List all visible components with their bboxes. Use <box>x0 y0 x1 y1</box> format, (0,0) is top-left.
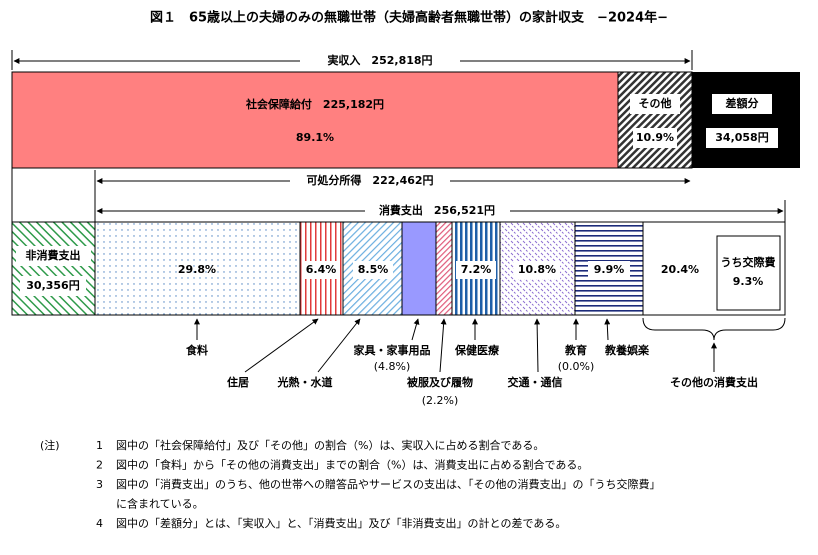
label-bg <box>630 94 680 114</box>
brace <box>642 317 786 341</box>
entertainment-box <box>716 235 781 311</box>
label-bg <box>300 53 460 69</box>
arrow <box>244 318 319 373</box>
label-bg <box>20 276 86 296</box>
notes-heading: (注) <box>40 438 60 452</box>
share: 6.4% <box>306 263 337 276</box>
category-label: 交通・通信 <box>508 375 563 389</box>
note-number: 2 <box>96 459 103 472</box>
label-bg <box>514 261 560 279</box>
share: 9.3% <box>733 275 764 288</box>
category-label: 光熱・水道 <box>277 375 333 389</box>
note-text: 図中の「食料」から「その他の消費支出」までの割合（%）は、消費支出に占める割合で… <box>116 458 588 472</box>
label-bg <box>706 128 778 148</box>
title: 図１ 65歳以上の夫婦のみの無職世帯（夫婦高齢者無職世帯）の家計収支 −2024… <box>150 10 668 26</box>
label-bg <box>16 246 91 266</box>
label-bg <box>712 94 772 114</box>
note-text: に含まれている。 <box>116 497 204 511</box>
share: 8.5% <box>358 263 389 276</box>
food-bar <box>94 221 301 316</box>
consumption-total: 消費支出 256,521円 <box>379 203 495 217</box>
income-total: 実収入 252,818円 <box>327 53 432 67</box>
share: (2.2%) <box>422 394 459 407</box>
label-bg <box>353 261 393 279</box>
furniture-bar <box>401 221 437 316</box>
label: その他 <box>639 96 672 110</box>
category-label: その他の消費支出 <box>670 375 758 389</box>
arrow <box>317 318 361 373</box>
non-consumption-bar <box>11 221 96 316</box>
arrow <box>604 318 611 341</box>
notes: (注) 1 図中の「社会保障給付」及び「その他」の割合（%）は、実収入に占める割合… <box>40 438 661 530</box>
share: 10.8% <box>518 263 556 276</box>
amount: 30,356円 <box>26 279 79 292</box>
category-label: 保健医療 <box>454 343 500 357</box>
arrow <box>439 318 447 373</box>
share: (4.8%) <box>374 360 411 373</box>
category-label: 住居 <box>227 375 249 389</box>
label: 社会保障給付 225,182円 <box>245 97 384 111</box>
label-bg <box>456 261 496 279</box>
category-label: 食料 <box>186 343 208 357</box>
label-bg <box>588 261 630 279</box>
arrow <box>411 318 420 341</box>
pointers <box>194 317 786 373</box>
note-text: 図中の「消費支出」のうち、他の世帯への贈答品やサービスの支出は、「その他の消費支… <box>116 477 661 491</box>
label-bg <box>290 173 450 189</box>
note-number: 3 <box>96 478 103 491</box>
label-bg <box>365 203 510 219</box>
label: うち交際費 <box>721 255 776 269</box>
deficit-bar <box>692 72 800 168</box>
label: 差額分 <box>726 96 759 110</box>
share: 20.4% <box>661 263 699 276</box>
share: (0.0%) <box>558 360 595 373</box>
other-income-bar <box>617 71 693 169</box>
amount: 34,058円 <box>715 131 768 144</box>
disposable-income: 可処分所得 222,462円 <box>306 173 433 187</box>
category-label: 被服及び履物 <box>407 375 473 389</box>
note-number: 1 <box>96 439 103 452</box>
category-label: 教育 <box>564 343 587 357</box>
share: 10.9% <box>636 131 674 144</box>
share: 89.1% <box>296 131 334 144</box>
arrow <box>534 318 541 373</box>
category-label: 家具・家事用品 <box>354 343 431 357</box>
note-text: 図中の「社会保障給付」及び「その他」の割合（%）は、実収入に占める割合である。 <box>116 438 544 452</box>
clothing-bar <box>435 221 453 316</box>
share: 9.9% <box>594 263 625 276</box>
label-bg <box>303 261 340 279</box>
note-number: 4 <box>96 517 103 530</box>
label-bg <box>633 128 677 148</box>
share: 7.2% <box>461 263 492 276</box>
category-label: 教養娯楽 <box>604 343 650 357</box>
share: 29.8% <box>178 263 216 276</box>
social-security-bar <box>11 71 619 169</box>
note-text: 図中の「差額分」とは、「実収入」と、「消費支出」及び「非消費支出」の計との差であ… <box>116 516 566 530</box>
label: 非消費支出 <box>26 248 81 262</box>
